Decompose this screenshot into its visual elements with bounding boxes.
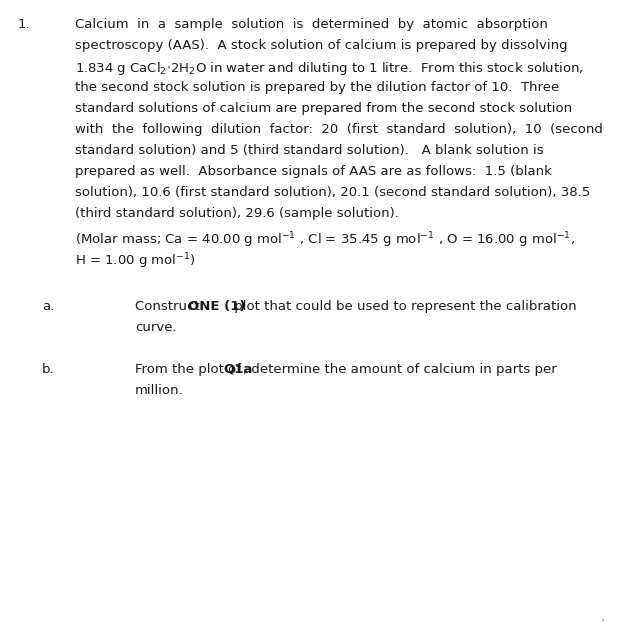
Text: solution), 10.6 (first standard solution), 20.1 (second standard solution), 38.5: solution), 10.6 (first standard solution… [75,186,590,199]
Text: with  the  following  dilution  factor:  20  (first  standard  solution),  10  (: with the following dilution factor: 20 (… [75,123,603,136]
Text: standard solutions of calcium are prepared from the second stock solution: standard solutions of calcium are prepar… [75,102,572,115]
Text: plot that could be used to represent the calibration: plot that could be used to represent the… [230,300,577,313]
Text: prepared as well.  Absorbance signals of AAS are as follows:  1.5 (blank: prepared as well. Absorbance signals of … [75,165,552,178]
Text: H = 1.00 g mol$^{-1}$): H = 1.00 g mol$^{-1}$) [75,251,196,271]
Text: Calcium  in  a  sample  solution  is  determined  by  atomic  absorption: Calcium in a sample solution is determin… [75,18,548,31]
Text: a.: a. [42,300,54,313]
Text: the second stock solution is prepared by the dilution factor of 10.  Three: the second stock solution is prepared by… [75,81,559,94]
Text: (Molar mass; Ca = 40.00 g mol$^{-1}$ , Cl = 35.45 g mol$^{-1}$ , O = 16.00 g mol: (Molar mass; Ca = 40.00 g mol$^{-1}$ , C… [75,230,575,249]
Text: spectroscopy (AAS).  A stock solution of calcium is prepared by dissolving: spectroscopy (AAS). A stock solution of … [75,39,568,52]
Text: From the plot of: From the plot of [135,363,245,376]
Text: Q1a: Q1a [223,363,252,376]
Text: ONE (1): ONE (1) [188,300,246,313]
Text: curve.: curve. [135,321,177,334]
Text: b.: b. [42,363,54,376]
Text: (third standard solution), 29.6 (sample solution).: (third standard solution), 29.6 (sample … [75,207,399,220]
Text: 1.: 1. [18,18,31,31]
Text: standard solution) and 5 (third standard solution).   A blank solution is: standard solution) and 5 (third standard… [75,144,543,157]
Text: , determine the amount of calcium in parts per: , determine the amount of calcium in par… [243,363,557,376]
Text: million.: million. [135,384,184,397]
Text: Construct: Construct [135,300,204,313]
Text: .: . [600,610,604,622]
Text: 1.834 g CaCl$_2$$\cdot$2H$_2$O in water and diluting to 1 litre.  From this stoc: 1.834 g CaCl$_2$$\cdot$2H$_2$O in water … [75,60,584,77]
